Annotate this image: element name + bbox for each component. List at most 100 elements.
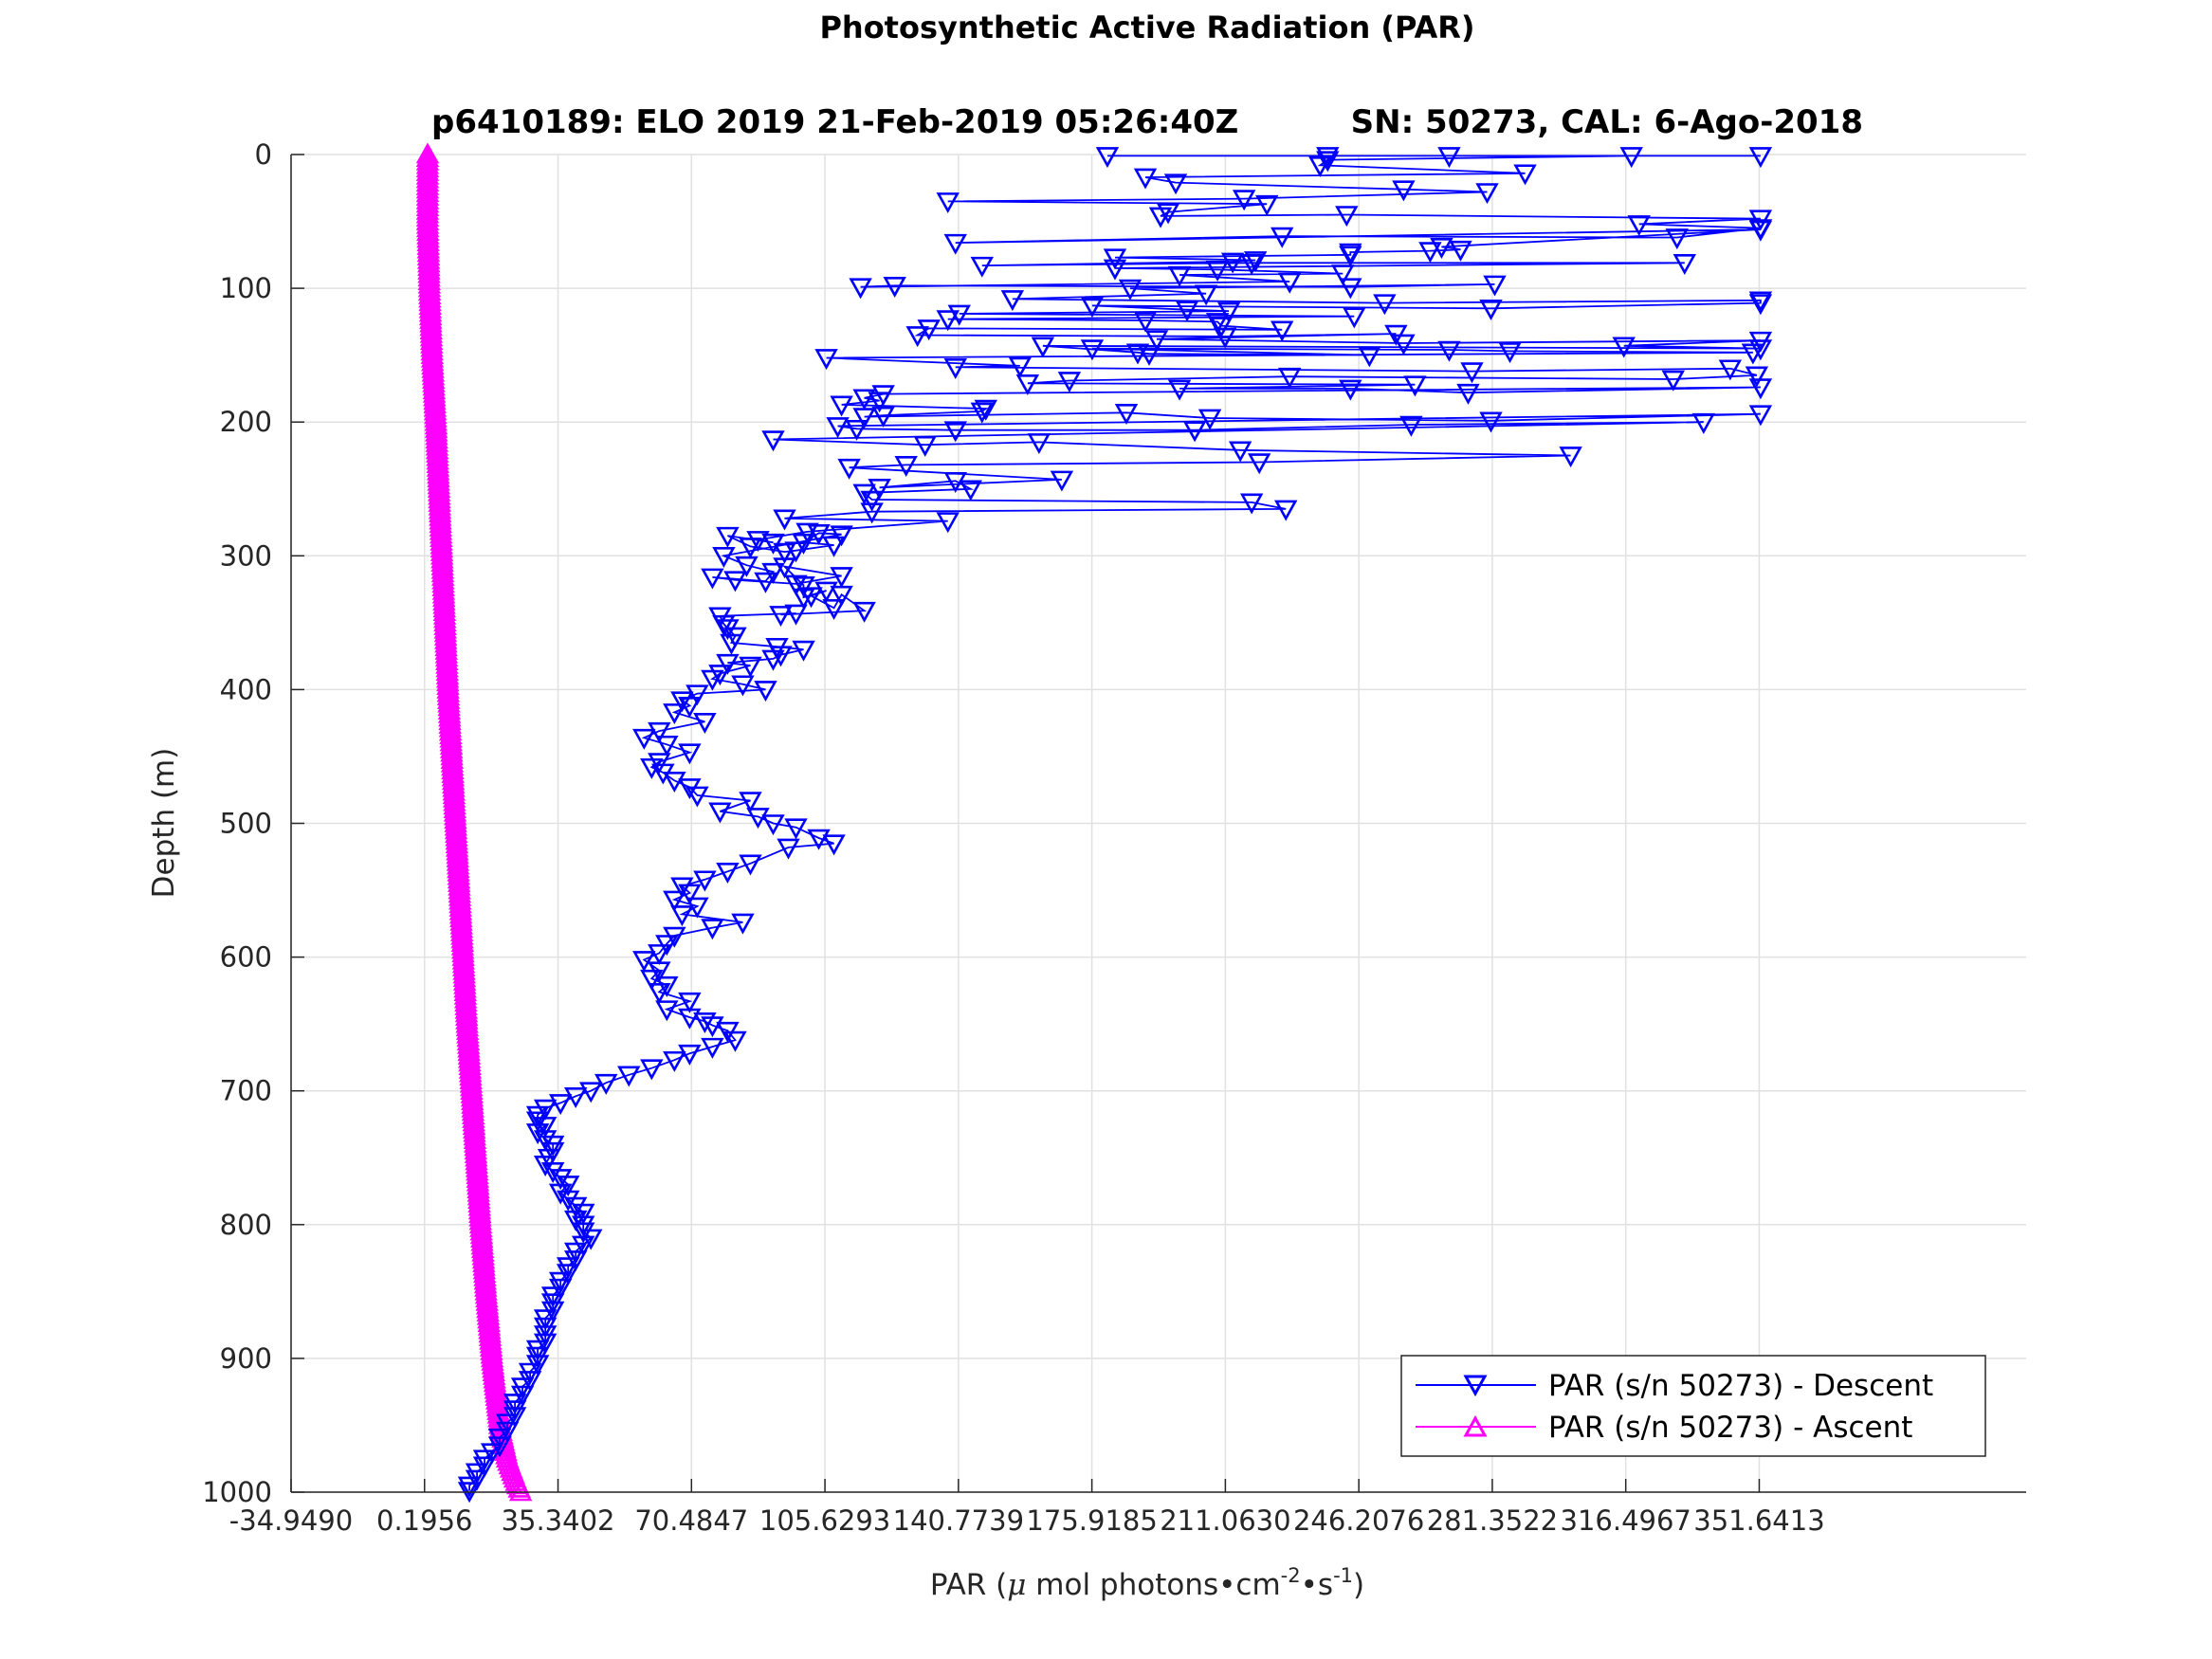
y-tick-label-8: 800 <box>220 1209 272 1241</box>
legend-label-descent: PAR (s/n 50273) - Descent <box>1548 1369 1933 1403</box>
x-label-suffix: ) <box>1353 1568 1364 1602</box>
descent-point <box>663 1050 686 1072</box>
descent-point <box>852 389 876 410</box>
descent-point <box>579 1229 603 1250</box>
x-label-exp-1: -2 <box>1281 1564 1301 1587</box>
x-tick-label-6: 175.9185 <box>1026 1504 1157 1537</box>
descent-point <box>807 829 831 850</box>
x-tick-label-10: 316.4967 <box>1561 1504 1691 1537</box>
descent-point <box>678 1044 702 1066</box>
descent-point <box>1103 248 1127 270</box>
descent-point <box>1133 311 1158 333</box>
descent-point <box>830 585 853 607</box>
descent-point <box>822 536 846 557</box>
descent-point <box>1274 500 1298 521</box>
descent-point <box>1513 164 1537 186</box>
descent-point <box>701 919 724 940</box>
descent-point <box>1239 493 1264 515</box>
descent-point <box>1392 334 1416 356</box>
descent-point <box>1243 251 1268 273</box>
x-tick-label-4: 105.6293 <box>759 1504 890 1537</box>
descent-point <box>1483 275 1507 297</box>
descent-point <box>663 890 686 912</box>
descent-point <box>1741 343 1765 365</box>
descent-point <box>572 1203 595 1225</box>
descent-point <box>773 542 796 564</box>
x-tick-label-3: 70.4847 <box>634 1504 748 1537</box>
descent-point <box>1339 246 1362 267</box>
descent-point <box>572 1235 595 1257</box>
x-label-prefix: PAR ( <box>930 1568 1007 1602</box>
legend: PAR (s/n 50273) - Descent PAR (s/n 50273… <box>1400 1355 1986 1457</box>
x-tick-label-9: 281.3522 <box>1427 1504 1558 1537</box>
descent-point <box>678 697 702 719</box>
x-tick-label-1: 0.1956 <box>376 1504 472 1537</box>
axes <box>290 154 2026 1493</box>
descent-point <box>540 1162 565 1184</box>
descent-point <box>648 982 671 1004</box>
legend-box <box>1400 1355 1986 1457</box>
x-label-mu: μ <box>1007 1568 1026 1602</box>
descent-point <box>1748 405 1773 427</box>
x-tick-label-0: -34.9490 <box>229 1504 353 1537</box>
descent-point <box>648 753 671 775</box>
descent-point <box>936 192 960 214</box>
descent-point <box>826 417 850 439</box>
descent-point <box>1316 151 1340 173</box>
descent-point <box>1027 433 1051 455</box>
descent-point <box>716 526 740 548</box>
descent-point <box>1239 253 1264 275</box>
descent-point <box>1745 366 1769 388</box>
descent-point <box>792 640 815 662</box>
x-tick-label-8: 246.2076 <box>1293 1504 1424 1537</box>
descent-point <box>1665 228 1689 250</box>
descent-point <box>1339 278 1362 300</box>
descent-point <box>495 1421 520 1443</box>
descent-point <box>822 834 846 856</box>
descent-point <box>917 319 941 341</box>
descent-point <box>640 1059 664 1081</box>
descent-point <box>655 975 679 997</box>
descent-point <box>548 1094 573 1116</box>
descent-point <box>769 606 793 628</box>
descent-point <box>1559 447 1582 468</box>
descent-point <box>1095 147 1120 169</box>
descent-point <box>712 547 736 568</box>
descent-point <box>1460 362 1484 384</box>
descent-point <box>1373 294 1397 316</box>
descent-point <box>1748 378 1773 400</box>
descent-point <box>894 456 918 478</box>
descent-point <box>1748 291 1773 313</box>
descent-point <box>974 399 997 421</box>
descent-point <box>712 614 736 636</box>
descent-point <box>735 556 759 577</box>
descent-point <box>640 969 664 991</box>
descent-point <box>663 703 686 725</box>
descent-point <box>1748 339 1773 361</box>
descent-point <box>784 604 808 626</box>
descent-point <box>655 735 679 757</box>
descent-point <box>487 1436 512 1458</box>
descent-point <box>1144 330 1169 352</box>
descent-point <box>678 1008 702 1030</box>
descent-point <box>655 1000 679 1022</box>
descent-point <box>777 838 800 860</box>
descent-point <box>1015 374 1040 395</box>
legend-marker-descent <box>1463 1375 1488 1397</box>
descent-point <box>686 684 709 706</box>
descent-point <box>563 1210 588 1231</box>
descent-point <box>1661 370 1685 392</box>
descent-point <box>693 1012 717 1034</box>
descent-point <box>1479 299 1503 320</box>
chart-subtitle: p6410189: ELO 2019 21-Feb-2019 05:26:40Z… <box>431 103 1863 141</box>
descent-point <box>1456 383 1480 405</box>
descent-point <box>472 1456 497 1478</box>
descent-point <box>1163 173 1188 195</box>
y-tick-label-7: 700 <box>220 1075 272 1107</box>
descent-point <box>1475 183 1499 205</box>
x-label-unit-2: s <box>1318 1568 1333 1602</box>
descent-point <box>1392 180 1416 202</box>
descent-point <box>860 502 884 524</box>
descent-point <box>720 633 743 655</box>
